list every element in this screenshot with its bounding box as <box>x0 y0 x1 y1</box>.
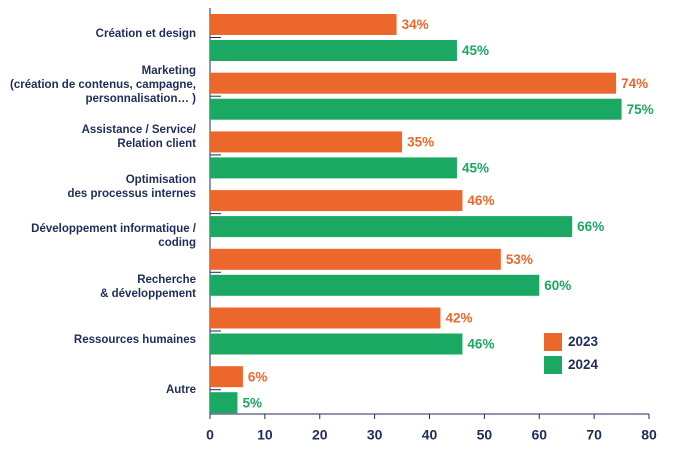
value-label: 46% <box>467 337 494 352</box>
legend-swatch <box>544 333 562 351</box>
bar <box>210 157 457 179</box>
x-tick-label: 20 <box>312 427 328 443</box>
value-label: 35% <box>407 134 434 149</box>
value-label: 34% <box>402 17 429 32</box>
bar <box>210 40 457 61</box>
x-tick-label: 50 <box>477 427 493 443</box>
category-label: Développement informatique / <box>31 223 197 235</box>
bar <box>210 366 243 388</box>
value-label: 53% <box>506 252 533 267</box>
value-label: 74% <box>621 76 648 91</box>
legend-label: 2023 <box>568 334 599 349</box>
bar <box>210 72 617 94</box>
bar <box>210 131 403 153</box>
category-label: Relation client <box>117 138 196 150</box>
category-label: des processus internes <box>68 188 196 200</box>
category-label: Création et design <box>96 28 196 40</box>
legend-label: 2024 <box>568 357 599 372</box>
bar <box>210 307 441 329</box>
category-label: & développement <box>100 288 196 300</box>
value-label: 60% <box>544 278 571 293</box>
category-label: Marketing <box>142 65 196 77</box>
category-label: coding <box>158 237 196 249</box>
bar <box>210 274 540 296</box>
category-label: Recherche <box>137 274 196 286</box>
x-tick-label: 30 <box>367 427 383 443</box>
bar <box>210 248 501 270</box>
bar <box>210 392 238 414</box>
value-label: 5% <box>242 395 262 410</box>
bar <box>210 190 463 212</box>
x-tick-label: 60 <box>531 427 547 443</box>
value-label: 6% <box>248 369 268 384</box>
category-label: Ressources humaines <box>74 334 196 346</box>
category-label: (création de contenus, campagne, <box>10 79 196 91</box>
value-label: 46% <box>467 193 494 208</box>
category-label: personnalisation… ) <box>85 93 196 105</box>
x-tick-label: 0 <box>206 427 214 443</box>
value-label: 75% <box>627 102 654 117</box>
bar <box>210 98 622 120</box>
category-label: Autre <box>166 384 196 396</box>
x-tick-label: 10 <box>257 427 273 443</box>
x-tick-label: 40 <box>422 427 438 443</box>
category-label: Optimisation <box>126 174 196 186</box>
legend-swatch <box>544 356 562 374</box>
x-tick-label: 80 <box>641 427 657 443</box>
category-label: Assistance / Service/ <box>82 124 197 136</box>
bar <box>210 216 573 238</box>
x-tick-label: 70 <box>586 427 602 443</box>
value-label: 42% <box>445 311 472 326</box>
value-label: 45% <box>462 160 489 175</box>
bar <box>210 14 397 35</box>
value-label: 66% <box>577 219 604 234</box>
bar <box>210 333 463 355</box>
value-label: 45% <box>462 43 489 58</box>
